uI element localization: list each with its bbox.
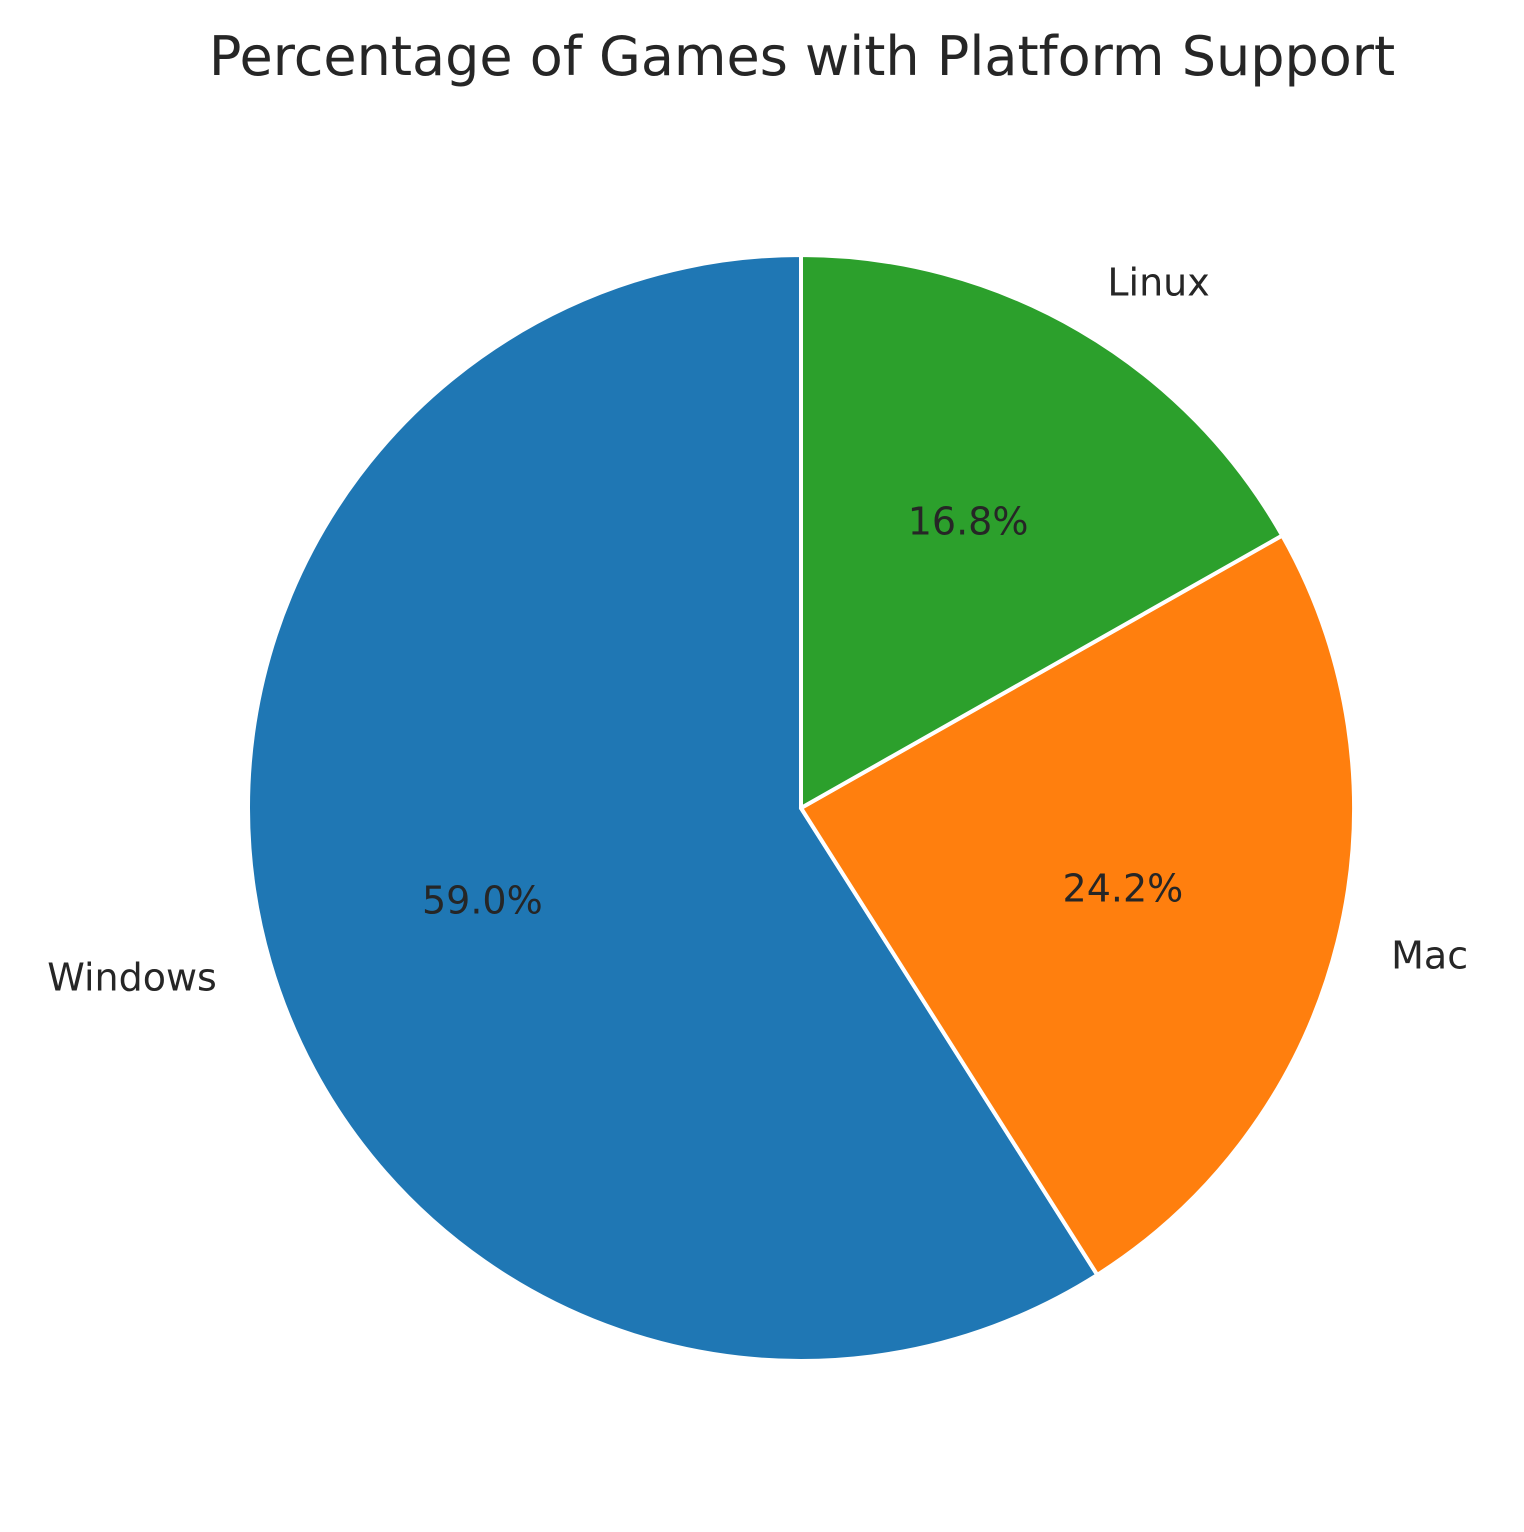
chart-title: Percentage of Games with Platform Suppor… bbox=[209, 25, 1395, 88]
slice-label-windows: Windows bbox=[47, 956, 217, 1000]
slice-mac bbox=[799, 533, 1356, 1277]
pct-label-windows: 59.0% bbox=[422, 879, 543, 923]
slice-label-mac: Mac bbox=[1391, 934, 1468, 978]
pct-label-linux: 16.8% bbox=[908, 499, 1029, 543]
pie-slices bbox=[246, 253, 1356, 1363]
slice-linux bbox=[799, 253, 1285, 810]
pie-labels: Windows 59.0% Mac 24.2% Linux 16.8% bbox=[47, 260, 1468, 999]
pct-label-mac: 24.2% bbox=[1063, 866, 1184, 910]
slice-label-linux: Linux bbox=[1107, 260, 1209, 304]
slice-windows bbox=[246, 253, 1100, 1363]
